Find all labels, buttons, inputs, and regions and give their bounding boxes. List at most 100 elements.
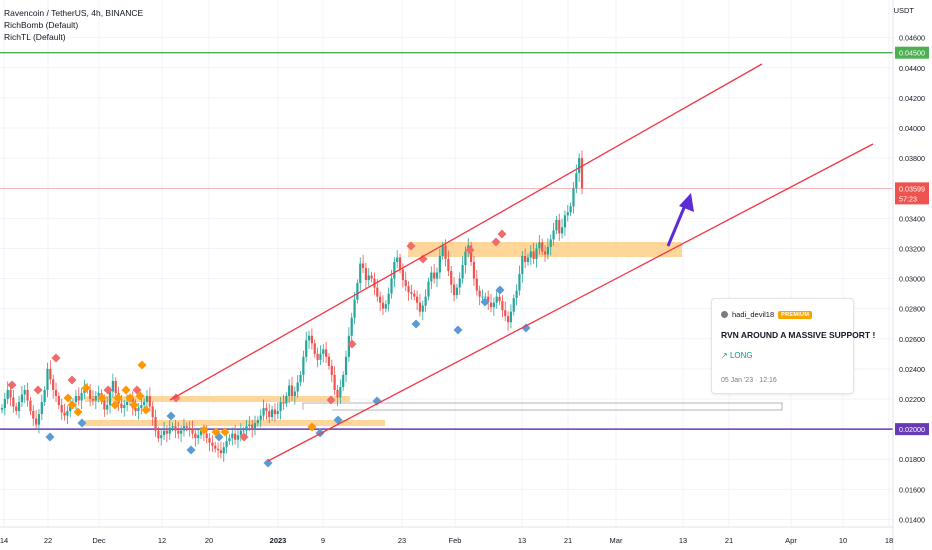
author-row[interactable]: hadi_devil18 PREMIUM xyxy=(721,310,813,319)
candle xyxy=(60,398,63,420)
candle xyxy=(15,402,18,415)
idea-card[interactable]: hadi_devil18 PREMIUM RVN AROUND A MASSIV… xyxy=(711,298,875,394)
candle xyxy=(504,301,507,322)
candle-body xyxy=(444,245,447,259)
candle-body xyxy=(89,389,92,400)
candle-body xyxy=(69,405,72,412)
candle-body xyxy=(290,385,294,397)
time-tick-label: 13 xyxy=(679,536,687,545)
symbol-title[interactable]: Ravencoin / TetherUS, 4h, BINANCE xyxy=(4,8,144,18)
candle-body xyxy=(396,257,399,262)
candle-body xyxy=(325,349,328,357)
indicator-richtl[interactable]: RichTL (Default) xyxy=(4,32,66,42)
candle-body xyxy=(120,403,123,409)
candle-body xyxy=(342,374,345,387)
indicator-richbomb[interactable]: RichBomb (Default) xyxy=(4,20,79,30)
candle xyxy=(197,427,200,445)
time-axis[interactable]: 14 22 Dec 12 20 2023 9 23 Feb 13 21 Mar 13 21 Apr 10 18 xyxy=(0,526,893,545)
zone-rect xyxy=(85,396,350,402)
price-tick-label: 0.01800 xyxy=(899,455,925,464)
candle xyxy=(580,150,584,195)
price-tick-label: 0.04600 xyxy=(899,34,925,43)
badge-bg xyxy=(895,423,929,436)
candle xyxy=(148,387,151,412)
candle xyxy=(307,330,311,349)
candle-body xyxy=(26,389,29,401)
candle xyxy=(52,374,55,399)
orange-signal-marker xyxy=(220,427,230,437)
badge-text: 0.03599 xyxy=(899,184,925,193)
candle-body xyxy=(441,245,444,256)
price-axis[interactable]: 0.01400 0.01600 0.01800 0.02000 0.02200 0.024… xyxy=(892,0,929,550)
candle xyxy=(185,422,188,432)
candle-body xyxy=(211,442,214,446)
candle xyxy=(162,422,166,441)
candle xyxy=(489,294,493,313)
candle-body xyxy=(560,227,564,234)
candle-body xyxy=(134,408,137,412)
candle-body xyxy=(344,356,348,375)
candle-body xyxy=(521,255,524,275)
avatar xyxy=(721,311,728,318)
candlesticks xyxy=(0,150,584,462)
candle-body xyxy=(549,239,552,247)
candle-body xyxy=(160,435,163,439)
candle xyxy=(9,385,12,407)
candle-body xyxy=(506,316,510,323)
candle xyxy=(379,291,382,312)
candle-body xyxy=(165,430,169,434)
candle xyxy=(384,300,387,313)
candle xyxy=(188,421,191,437)
author-name[interactable]: hadi_devil18 xyxy=(732,310,775,319)
candle-body xyxy=(46,368,49,390)
sell-signal-marker xyxy=(465,245,475,255)
candle xyxy=(80,388,83,410)
candle xyxy=(265,403,268,420)
candle xyxy=(140,397,143,415)
candle-body xyxy=(77,396,80,401)
candle xyxy=(546,238,549,260)
candle xyxy=(54,382,58,403)
candle-body xyxy=(450,271,453,285)
candle xyxy=(435,267,439,288)
candle-body xyxy=(197,435,200,439)
time-tick-label: Dec xyxy=(92,536,106,545)
candle xyxy=(106,396,109,415)
candle-body xyxy=(9,389,12,398)
candle xyxy=(333,366,336,395)
candle-body xyxy=(484,296,487,298)
candle-body xyxy=(384,304,387,309)
candle-body xyxy=(327,356,331,366)
candle-body xyxy=(40,402,43,415)
candle xyxy=(248,416,251,432)
supply-demand-zones xyxy=(85,242,783,426)
candle-body xyxy=(0,408,4,410)
countdown-text: 57:23 xyxy=(899,194,917,203)
candle xyxy=(359,257,362,291)
candle xyxy=(66,406,69,425)
candle-body xyxy=(123,405,126,409)
support-price-badge: 0.02000 xyxy=(895,423,929,436)
candle xyxy=(228,434,231,445)
candle-body xyxy=(472,261,476,279)
price-tick-label: 0.01600 xyxy=(899,485,925,494)
candle-body xyxy=(23,389,26,395)
candle xyxy=(174,419,177,439)
badge-text: 0.02000 xyxy=(899,425,925,434)
candle xyxy=(344,350,348,383)
candle xyxy=(532,242,535,264)
candle-body xyxy=(188,427,191,430)
candle-body xyxy=(103,400,106,410)
candle xyxy=(160,428,163,446)
idea-title[interactable]: RVN AROUND A MASSIVE SUPPORT ! xyxy=(721,330,876,340)
candle-body xyxy=(63,412,66,416)
candle-body xyxy=(3,399,6,409)
orange-signal-marker xyxy=(81,383,91,393)
sell-signal-marker xyxy=(33,385,43,395)
candle-body xyxy=(492,302,495,308)
lower-channel-line xyxy=(267,143,874,462)
candle xyxy=(396,250,399,269)
candle xyxy=(461,256,464,284)
zone-rect xyxy=(85,420,385,426)
